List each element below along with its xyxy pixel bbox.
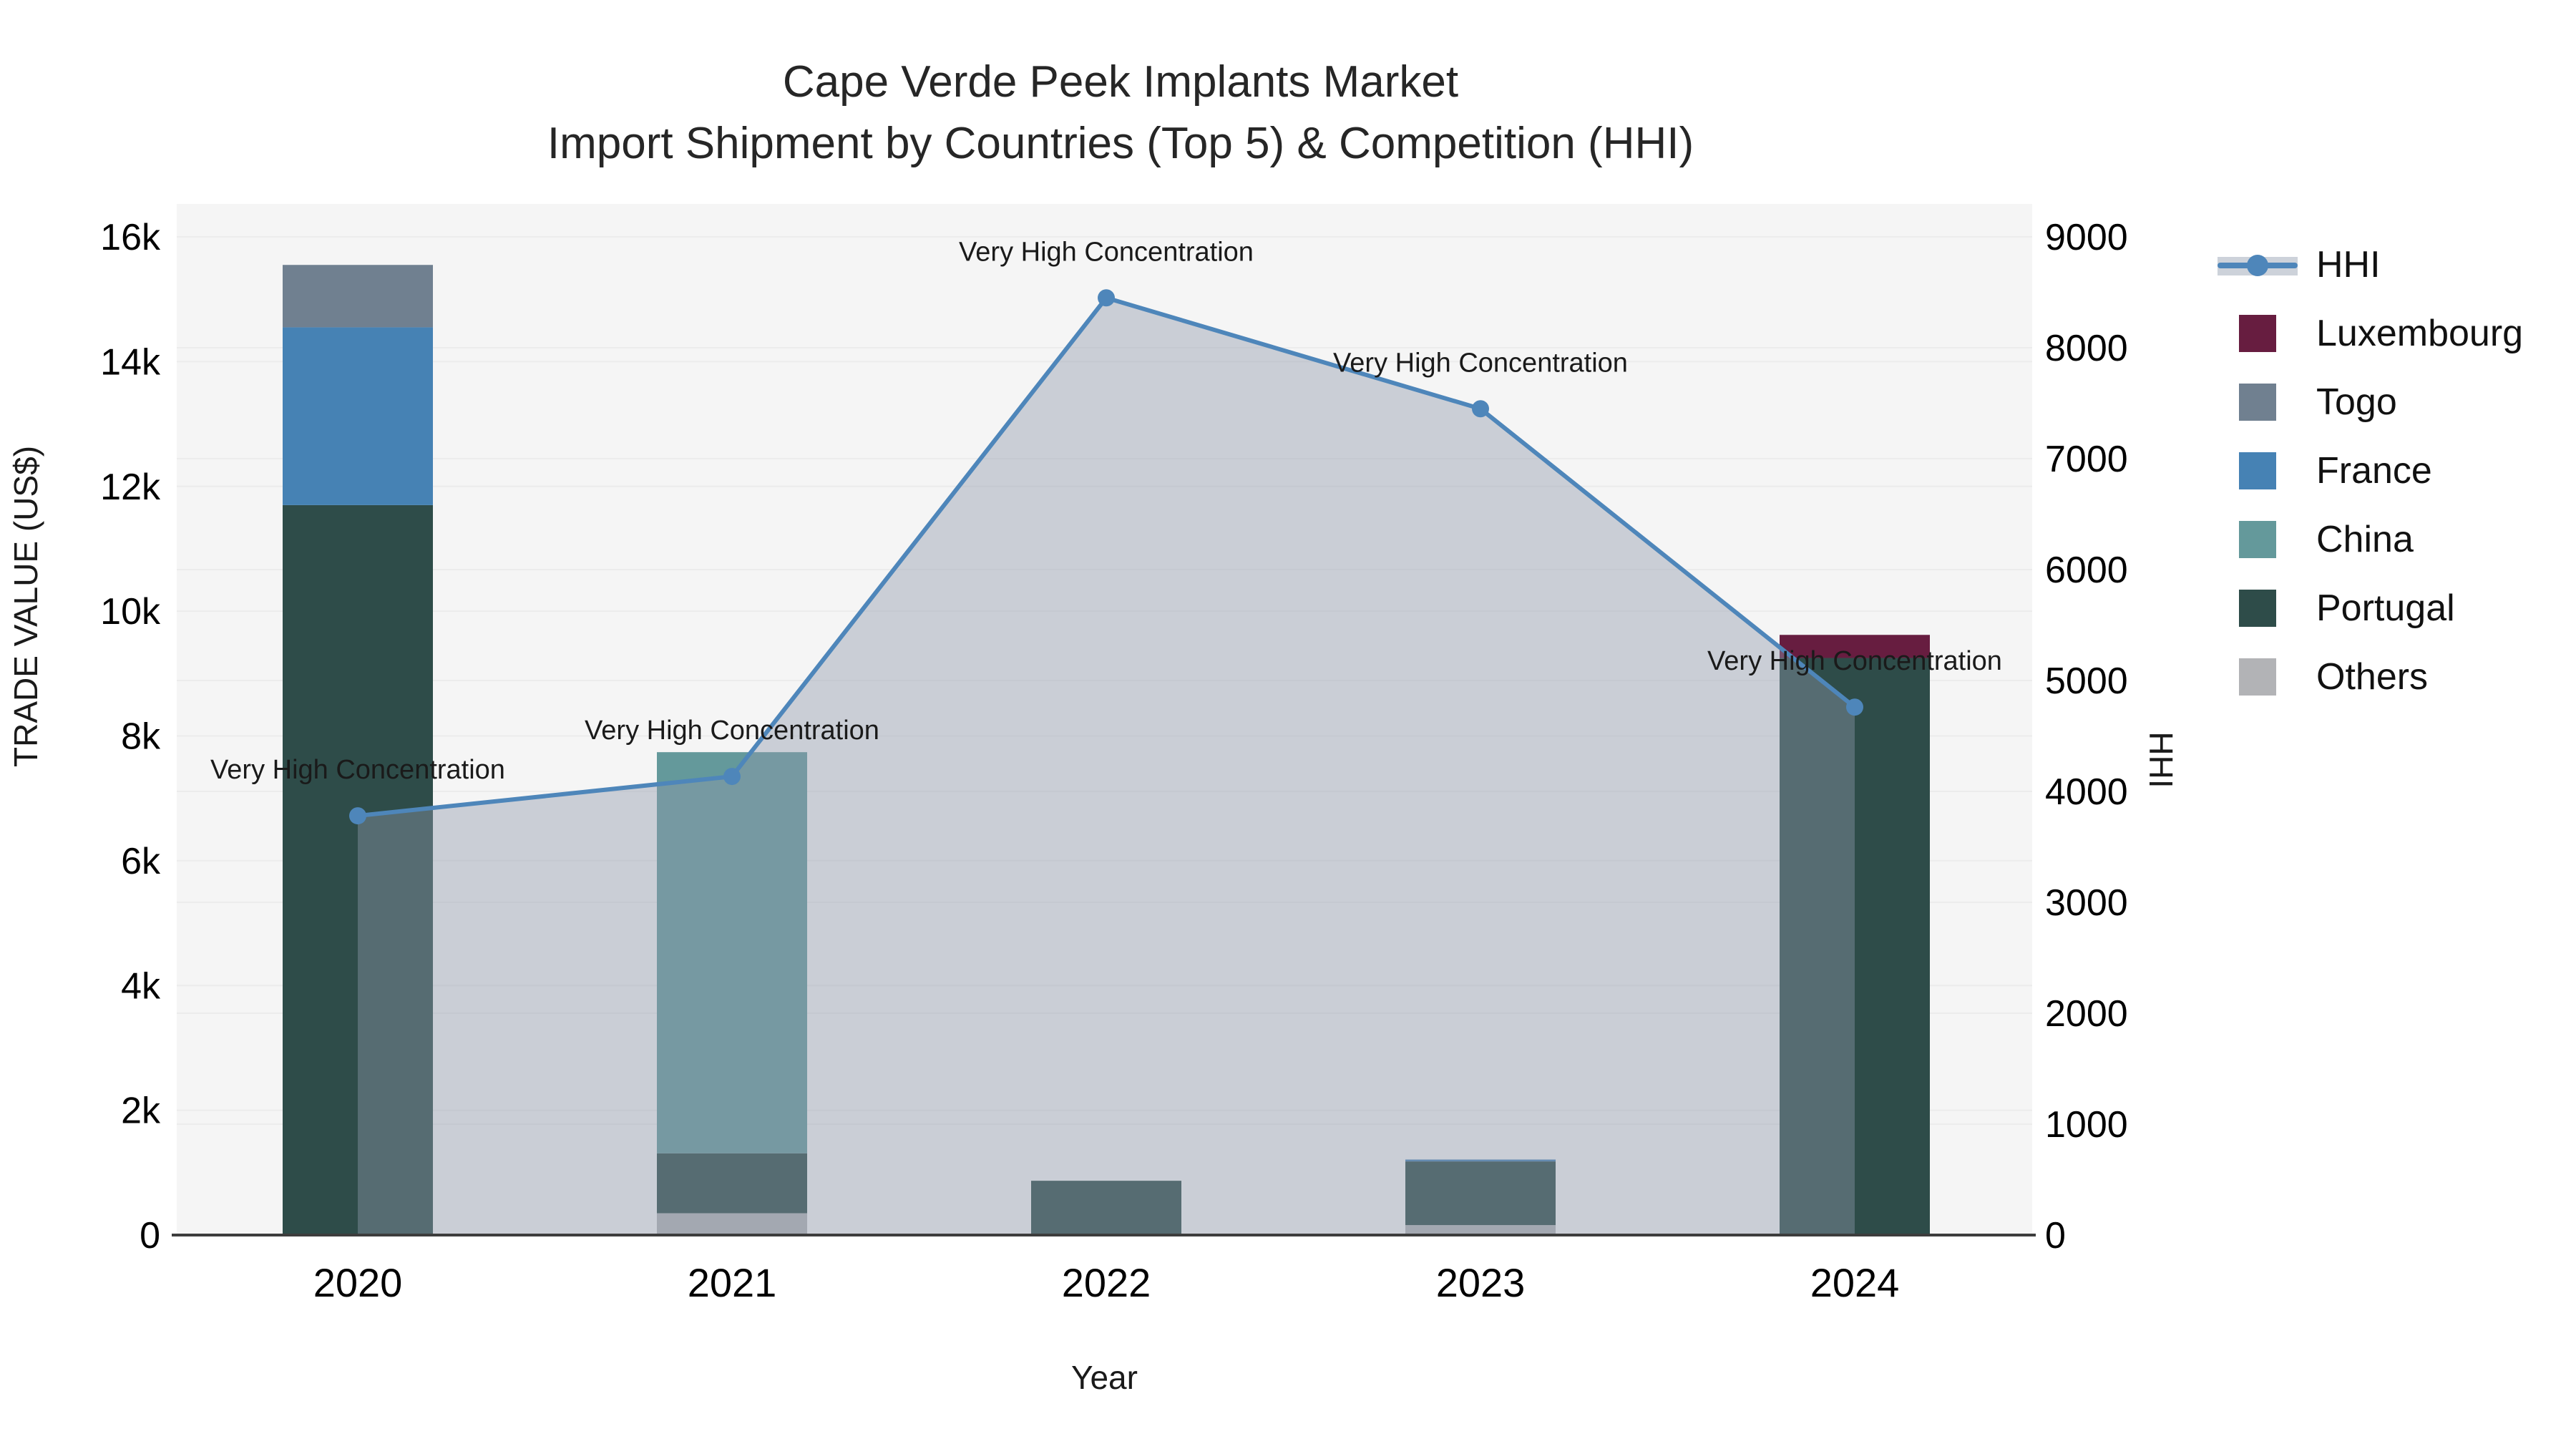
- hhi-area-fill: [358, 298, 1855, 1235]
- y-left-tick: 6k: [121, 841, 161, 882]
- y-right-tick: 7000: [2045, 439, 2128, 480]
- legend-item-others[interactable]: Others: [2207, 643, 2523, 711]
- legend-symbol: [2207, 658, 2308, 696]
- y-left-axis-title: TRADE VALUE (US$): [7, 445, 44, 767]
- legend-item-luxembourg[interactable]: Luxembourg: [2207, 299, 2523, 368]
- bar-segment-togo-2020: [283, 265, 433, 328]
- y-left-tick: 0: [140, 1215, 160, 1257]
- legend-item-label: Others: [2316, 656, 2429, 698]
- hhi-marker-2024: [1846, 698, 1863, 716]
- bar-segment-portugal-2024: [1780, 658, 1930, 1235]
- legend-item-hhi[interactable]: HHI: [2207, 230, 2523, 299]
- x-tick-2021: 2021: [688, 1260, 777, 1305]
- legend-symbol: [2207, 384, 2308, 421]
- bar-segment-china-2021: [657, 752, 807, 1153]
- y-left-tick: 4k: [121, 965, 161, 1007]
- legend-symbol: [2207, 249, 2308, 280]
- y-right-tick: 9000: [2045, 217, 2128, 258]
- legend-symbol: [2207, 590, 2308, 627]
- y-right-tick: 8000: [2045, 328, 2128, 369]
- hhi-marker-glyph: [2247, 255, 2268, 276]
- france-swatch-icon: [2239, 452, 2276, 489]
- legend-item-label: Togo: [2316, 381, 2397, 423]
- hhi-marker-2020: [349, 807, 366, 825]
- annotation-2022: Very High Concentration: [959, 237, 1254, 267]
- bar-segment-portugal-2022: [1031, 1181, 1181, 1235]
- y-right-tick: 3000: [2045, 882, 2128, 924]
- togo-swatch-icon: [2239, 384, 2276, 421]
- x-tick-2022: 2022: [1062, 1260, 1151, 1305]
- legend-item-france[interactable]: France: [2207, 436, 2523, 505]
- legend-item-china[interactable]: China: [2207, 505, 2523, 574]
- legend-symbol: [2207, 452, 2308, 489]
- legend-item-label: France: [2316, 450, 2432, 492]
- legend-item-label: HHI: [2316, 244, 2381, 286]
- y-right-tick: 0: [2045, 1215, 2066, 1257]
- y-left-tick: 16k: [100, 217, 161, 258]
- luxembourg-swatch-icon: [2239, 315, 2276, 352]
- hhi-marker-2021: [723, 768, 741, 786]
- y-left-tick: 12k: [100, 467, 161, 508]
- hhi-line-legend-glyph: [2218, 249, 2298, 280]
- y-right-tick: 1000: [2045, 1104, 2128, 1146]
- bar-segment-portugal-2020: [283, 504, 433, 1235]
- legend-item-label: Portugal: [2316, 587, 2455, 629]
- china-swatch-icon: [2239, 521, 2276, 558]
- portugal-swatch-icon: [2239, 590, 2276, 627]
- legend-item-portugal[interactable]: Portugal: [2207, 574, 2523, 643]
- annotation-2020: Very High Concentration: [210, 755, 505, 785]
- x-axis-title: Year: [1071, 1359, 1138, 1396]
- annotation-2023: Very High Concentration: [1333, 348, 1628, 378]
- legend-item-togo[interactable]: Togo: [2207, 368, 2523, 436]
- x-tick-2024: 2024: [1810, 1260, 1900, 1305]
- legend: HHI Luxembourg Togo France China Portuga…: [2207, 230, 2523, 711]
- bar-segment-france-2023: [1405, 1159, 1556, 1162]
- x-tick-2023: 2023: [1436, 1260, 1526, 1305]
- chart-subtitle: Import Shipment by Countries (Top 5) & C…: [547, 118, 1694, 168]
- y-left-tick: 2k: [121, 1091, 161, 1132]
- annotation-2021: Very High Concentration: [585, 716, 879, 746]
- y-right-tick: 5000: [2045, 660, 2128, 702]
- annotation-2024: Very High Concentration: [1707, 646, 2002, 676]
- bar-segment-portugal-2021: [657, 1153, 807, 1214]
- y-left-tick: 8k: [121, 716, 161, 758]
- legend-symbol: [2207, 315, 2308, 352]
- others-swatch-icon: [2239, 658, 2276, 696]
- y-right-tick: 2000: [2045, 993, 2128, 1035]
- legend-item-label: Luxembourg: [2316, 313, 2524, 354]
- bar-segment-others-2021: [657, 1213, 807, 1235]
- chart-title-block: Cape Verde Peek Implants Market Import S…: [0, 52, 2241, 174]
- y-right-axis-title: HHI: [2142, 731, 2180, 789]
- y-left-tick: 14k: [100, 341, 161, 383]
- y-left-tick: 10k: [100, 591, 161, 633]
- chart-title: Cape Verde Peek Implants Market: [782, 57, 1459, 107]
- hhi-marker-2022: [1098, 289, 1115, 307]
- bar-segment-luxembourg-2024: [1780, 635, 1930, 658]
- legend-item-label: China: [2316, 519, 2414, 560]
- bar-segment-others-2023: [1405, 1225, 1556, 1235]
- hhi-marker-2023: [1472, 400, 1489, 418]
- y-right-tick: 4000: [2045, 771, 2128, 813]
- x-tick-2020: 2020: [313, 1260, 403, 1305]
- bar-segment-portugal-2023: [1405, 1161, 1556, 1226]
- y-right-tick: 6000: [2045, 550, 2128, 591]
- bar-segment-france-2020: [283, 327, 433, 505]
- legend-symbol: [2207, 521, 2308, 558]
- plot-background: [177, 204, 2032, 1235]
